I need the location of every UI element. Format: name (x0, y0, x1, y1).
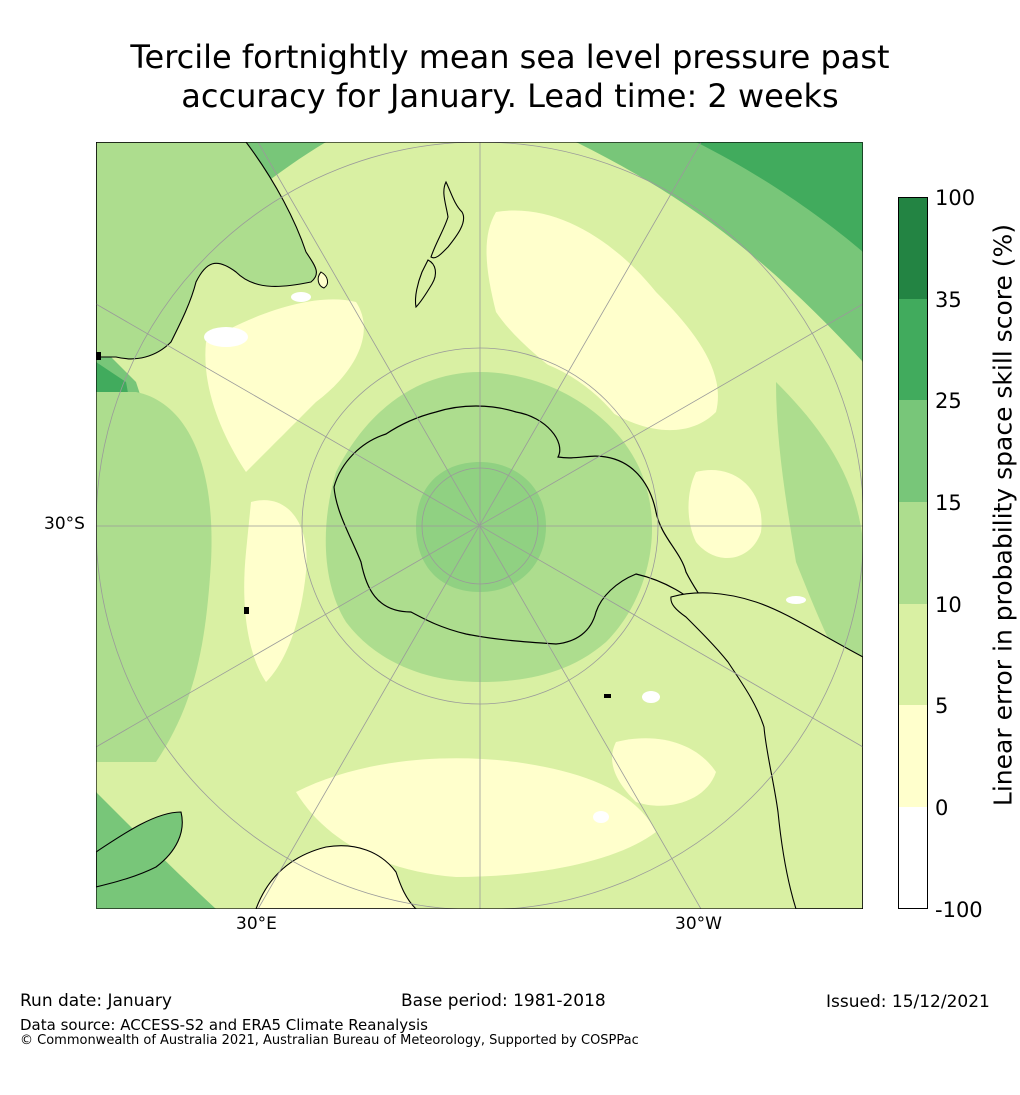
polar-map (96, 142, 863, 909)
island-outline (96, 352, 101, 360)
tasmania-outline (317, 271, 329, 289)
skill-spot-white (786, 596, 806, 604)
antarctica-outline (333, 405, 709, 645)
colorbar-bin-15-25 (898, 400, 928, 502)
colorbar-tick: 25 (935, 389, 962, 413)
skill-region-yellow-nw (205, 299, 364, 472)
skill-region-yellow-w (244, 500, 307, 682)
lon-label-30e: 30°E (236, 914, 277, 934)
skill-spot-white (204, 327, 248, 347)
colorbar-bin-35-100 (898, 197, 928, 299)
map-title: Tercile fortnightly mean sea level press… (0, 38, 1020, 116)
colorbar-tick: 10 (935, 593, 962, 617)
new-zealand-outline (430, 180, 465, 259)
base-period: Base period: 1981-2018 (401, 991, 606, 1011)
lat-label-30s: 30°S (44, 514, 85, 534)
colorbar-tick: 100 (935, 186, 976, 210)
title-line-2: accuracy for January. Lead time: 2 weeks (181, 77, 839, 115)
colorbar-tick: 35 (935, 288, 962, 312)
title-line-1: Tercile fortnightly mean sea level press… (130, 38, 890, 76)
colorbar-tick: -100 (935, 898, 983, 922)
skill-region-midgreen-w (96, 392, 212, 762)
south-america-outline (670, 592, 863, 909)
copyright: © Commonwealth of Australia 2021, Austra… (20, 1033, 639, 1048)
skill-region-green-sw (96, 792, 216, 909)
skill-region-yellow-e (688, 470, 762, 559)
island-outline (604, 694, 611, 698)
colorbar-bin-0-5 (898, 705, 928, 807)
africa-outline (255, 845, 417, 909)
graticule (96, 142, 863, 909)
skill-region-antarctic-core (416, 462, 546, 592)
skill-spot-white (593, 811, 609, 823)
skill-region-yellow-s (296, 758, 656, 877)
colorbar-label-text: Linear error in probability space skill … (988, 223, 1018, 807)
colorbar-bin-10-15 (898, 502, 928, 604)
australia-outline (96, 142, 317, 360)
skill-spot-white (642, 691, 660, 703)
colorbar-bin-25-35 (898, 299, 928, 400)
run-date: Run date: January (20, 991, 172, 1011)
colorbar-tick: 5 (935, 694, 949, 718)
data-source: Data source: ACCESS-S2 and ERA5 Climate … (20, 1016, 428, 1034)
colorbar-tick: 15 (935, 491, 962, 515)
issued-date: Issued: 15/12/2021 (826, 992, 990, 1012)
skill-region-yellow-n (486, 210, 718, 431)
skill-spot-white (291, 292, 311, 302)
island-outline (244, 607, 249, 614)
colorbar-bin-5-10 (898, 604, 928, 705)
skill-region-yellow-se (612, 738, 716, 806)
colorbar-tick: 0 (935, 796, 949, 820)
lon-label-30w: 30°W (675, 914, 722, 934)
madagascar-outline (96, 811, 183, 888)
new-zealand-south-outline (414, 259, 437, 309)
colorbar-bin-neg100-0 (898, 807, 928, 909)
colorbar (898, 197, 928, 909)
skill-region-midgreen-e (776, 382, 863, 702)
skill-region-darkgreen-ne (696, 142, 863, 252)
